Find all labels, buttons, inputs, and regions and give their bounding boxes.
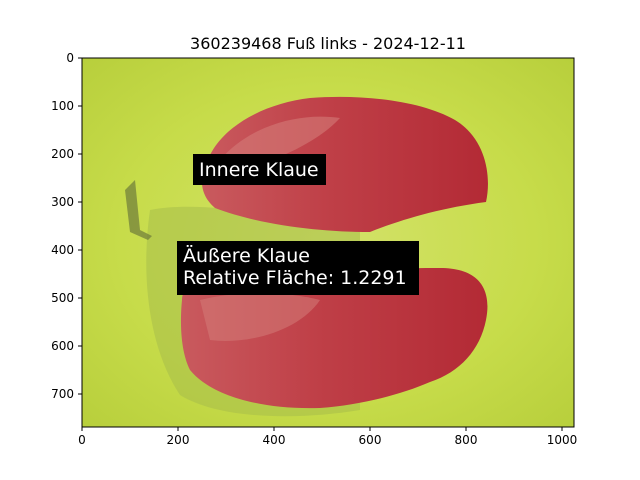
x-tick-label: 400 <box>263 433 286 447</box>
y-tick-label: 100 <box>51 99 74 113</box>
x-tick-label: 1000 <box>547 433 578 447</box>
outer-claw-label: Äußere Klaue <box>183 244 310 267</box>
annotation-box <box>177 241 419 295</box>
inner-claw-annotation: Innere Klaue <box>193 154 326 185</box>
y-tick-label: 0 <box>66 51 74 65</box>
x-tick-label: 600 <box>359 433 382 447</box>
annotation-box <box>193 154 326 185</box>
y-tick-label: 300 <box>51 195 74 209</box>
outer-claw-annotation: Äußere Klaue Relative Fläche: 1.2291 <box>177 241 419 295</box>
y-tick-label: 500 <box>51 291 74 305</box>
photo <box>82 58 574 427</box>
debris-mark <box>125 180 152 240</box>
plot-title: 360239468 Fuß links - 2024-12-11 <box>190 34 466 53</box>
axes-frame <box>81 57 575 428</box>
x-tick-label: 800 <box>455 433 478 447</box>
outer-claw-highlight <box>200 293 320 341</box>
inner-claw-label: Innere Klaue <box>199 159 319 181</box>
x-tick-label: 0 <box>78 433 86 447</box>
y-tick-label: 700 <box>51 387 74 401</box>
x-tick-label: 200 <box>167 433 190 447</box>
relative-area-label: Relative Fläche: 1.2291 <box>183 267 407 289</box>
y-tick-label: 400 <box>51 243 74 257</box>
y-axis: 0 100 200 300 400 500 600 700 <box>51 51 82 401</box>
y-tick-label: 600 <box>51 339 74 353</box>
y-tick-label: 200 <box>51 147 74 161</box>
x-axis: 0 200 400 600 800 1000 <box>78 427 577 447</box>
